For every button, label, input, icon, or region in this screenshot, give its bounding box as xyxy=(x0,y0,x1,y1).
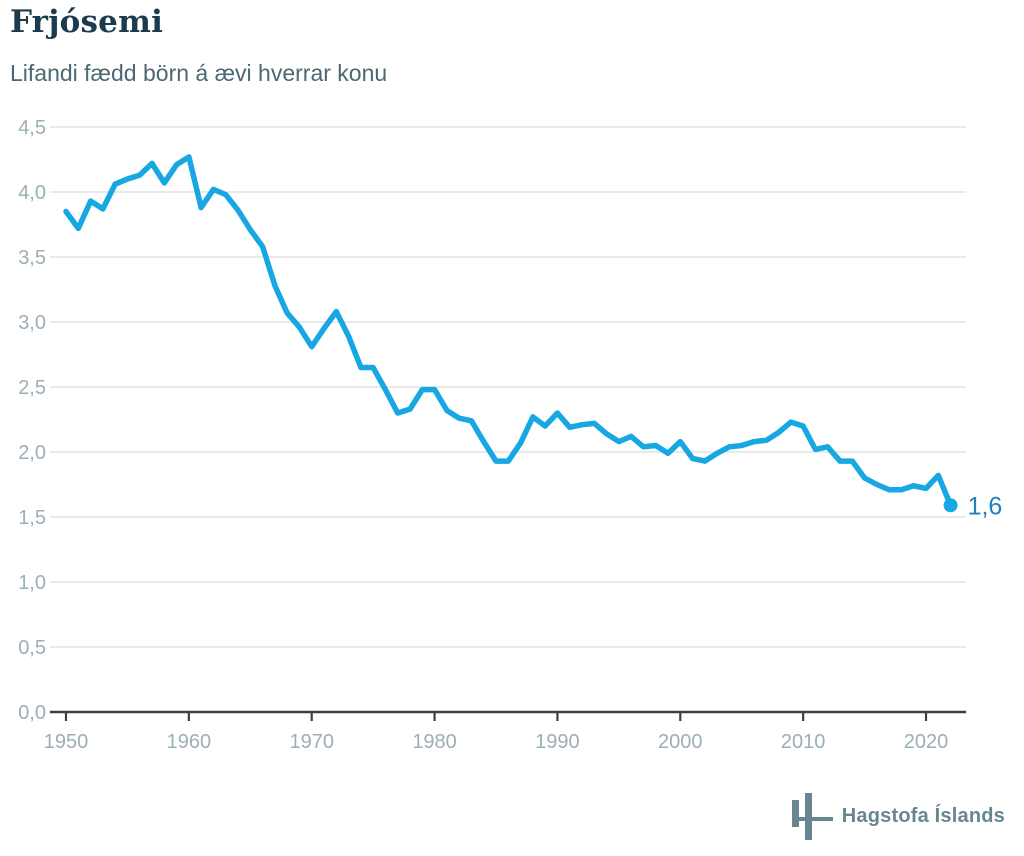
fertility-line xyxy=(63,154,954,509)
logo-bar-left xyxy=(791,800,799,827)
logo-source-text: Hagstofa Íslands xyxy=(841,805,1005,827)
x-axis-tick-label: 1960 xyxy=(167,731,212,753)
y-axis-tick-label: 3,5 xyxy=(18,247,46,269)
x-axis-tick-label: 1950 xyxy=(44,731,89,753)
y-axis-tick-label: 0,0 xyxy=(18,702,46,724)
x-axis-tick-label: 1980 xyxy=(412,731,457,753)
y-axis-tick-label: 4,5 xyxy=(18,117,46,139)
y-axis-tick-label: 4,0 xyxy=(18,182,46,204)
end-point-label: 1,6 xyxy=(968,492,1003,520)
x-axis-tick-label: 2000 xyxy=(658,731,703,753)
page-subtitle: Lifandi fædd börn á ævi hverrar konu xyxy=(10,60,388,86)
page-title: Frjósemi xyxy=(10,4,164,40)
y-axis-tick-label: 0,5 xyxy=(18,637,46,659)
y-axis-tick-label: 3,0 xyxy=(18,312,46,334)
x-axis-tick-label: 2020 xyxy=(904,731,949,753)
y-axis-tick-label: 1,5 xyxy=(18,507,46,529)
y-axis-tick-label: 2,5 xyxy=(18,377,46,399)
hagstofa-logo: Hagstofa Íslands xyxy=(791,793,1005,840)
x-axis-tick-label: 2010 xyxy=(781,731,826,753)
hagstofa-logo-icon xyxy=(791,793,833,840)
y-axis-tick-label: 2,0 xyxy=(18,442,46,464)
x-axis-tick-label: 1990 xyxy=(535,731,580,753)
end-point-dot xyxy=(943,498,958,513)
x-axis-tick-label: 1970 xyxy=(289,731,334,753)
y-axis-tick-label: 1,0 xyxy=(18,572,46,594)
logo-bar-horizontal xyxy=(791,817,833,821)
logo-bar-right xyxy=(804,793,812,840)
